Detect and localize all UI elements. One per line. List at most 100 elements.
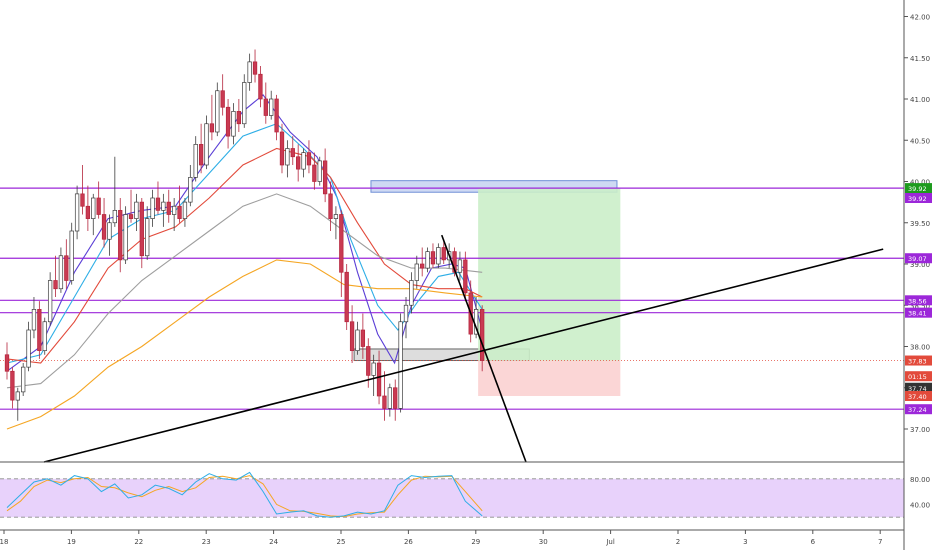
candle-body (431, 252, 435, 264)
candle-body (11, 371, 15, 400)
candle-body (215, 91, 219, 132)
candle-body (156, 198, 160, 210)
candle[interactable] (205, 116, 209, 170)
candle-body (5, 355, 9, 372)
price-axis-tag: 01:15 (905, 371, 932, 381)
candle-body (264, 99, 268, 116)
rsi-band (0, 479, 904, 517)
time-tick-label: 23 (202, 538, 211, 546)
candle-body (302, 153, 306, 170)
candle-body (65, 256, 69, 281)
candle-body (329, 194, 333, 219)
candle-body (399, 322, 403, 409)
candle[interactable] (75, 186, 79, 240)
candle-body (199, 144, 203, 165)
candle-body (32, 309, 36, 330)
candle[interactable] (242, 74, 246, 128)
candle-body (124, 215, 128, 260)
price-axis-tag-label: 38.41 (908, 310, 927, 318)
candle-body (372, 363, 376, 375)
candle[interactable] (48, 272, 52, 326)
candle-body (313, 165, 317, 182)
candle-body (70, 231, 74, 281)
candle-body (145, 219, 149, 256)
candle-body (118, 210, 122, 260)
candle-body (437, 248, 441, 265)
price-axis-tag-label: 39.92 (908, 195, 927, 203)
candle-body (59, 256, 63, 289)
candle[interactable] (318, 157, 322, 186)
candle-body (269, 99, 273, 116)
price-tick-label: 41.00 (910, 96, 930, 104)
candle[interactable] (124, 206, 128, 264)
price-tick-label: 42.00 (910, 14, 930, 22)
candle[interactable] (399, 314, 403, 413)
candle-body (361, 330, 365, 347)
candle-body (464, 260, 468, 293)
candle-body (75, 194, 79, 231)
candle[interactable] (43, 318, 47, 355)
candle-body (393, 388, 397, 409)
price-axis-tag-label: 38.56 (908, 297, 927, 305)
time-tick-label: 22 (134, 538, 143, 546)
price-axis-tag: 37.40 (905, 391, 932, 401)
candle-body (259, 74, 263, 99)
candle-body (404, 305, 408, 322)
candle[interactable] (345, 264, 349, 330)
candle-body (248, 62, 252, 83)
candle-body (167, 202, 171, 214)
price-axis-tag-label: 37.83 (908, 358, 927, 366)
candle-body (420, 264, 424, 268)
candle-body (16, 392, 20, 400)
price-axis-tag-label: 01:15 (908, 373, 927, 381)
candle-body (86, 206, 90, 218)
price-axis-tag: 39.92 (905, 193, 932, 203)
candle-body (253, 62, 257, 74)
candle-body (232, 111, 236, 136)
time-tick-label: 3 (743, 538, 747, 546)
candle-body (54, 281, 58, 289)
candle-body (194, 144, 198, 177)
candle-body (415, 264, 419, 281)
price-tick-label: 41.50 (910, 55, 930, 63)
candle-body (140, 202, 144, 256)
candle-body (108, 223, 112, 240)
candle-body (178, 206, 182, 218)
candle-body (296, 157, 300, 169)
candle-body (162, 202, 166, 210)
time-tick-label: 30 (539, 538, 548, 546)
candle-body (323, 161, 327, 194)
candle-body (318, 161, 322, 182)
price-axis-tag-label: 37.40 (908, 393, 927, 401)
time-tick-label: 7 (878, 538, 882, 546)
candle-body (97, 198, 101, 215)
candle[interactable] (21, 363, 25, 396)
time-tick-label: 24 (269, 538, 278, 546)
candle-body (135, 202, 139, 219)
time-tick-label: 25 (337, 538, 346, 546)
rsi-pane[interactable] (0, 472, 904, 517)
candle-body (350, 322, 354, 351)
price-tick-label: 40.50 (910, 137, 930, 145)
candle-body (307, 153, 311, 165)
candle[interactable] (70, 223, 74, 285)
candle-body (27, 330, 31, 367)
candle-body (129, 215, 133, 219)
candle[interactable] (215, 83, 219, 137)
rsi-tick-label: 40.00 (910, 501, 930, 509)
rsi-tick-label: 80.00 (910, 476, 930, 484)
candle-body (43, 322, 47, 351)
candle-body (205, 124, 209, 165)
candle-body (91, 198, 95, 219)
candle-body (189, 177, 193, 202)
candle-body (21, 367, 25, 392)
time-tick-label: 26 (404, 538, 413, 546)
candle-body (151, 198, 155, 219)
candle-body (286, 149, 290, 166)
candle-body (226, 107, 230, 136)
candle[interactable] (38, 301, 42, 359)
candle-body (48, 281, 52, 322)
candle-body (210, 124, 214, 132)
candle-body (275, 99, 279, 132)
